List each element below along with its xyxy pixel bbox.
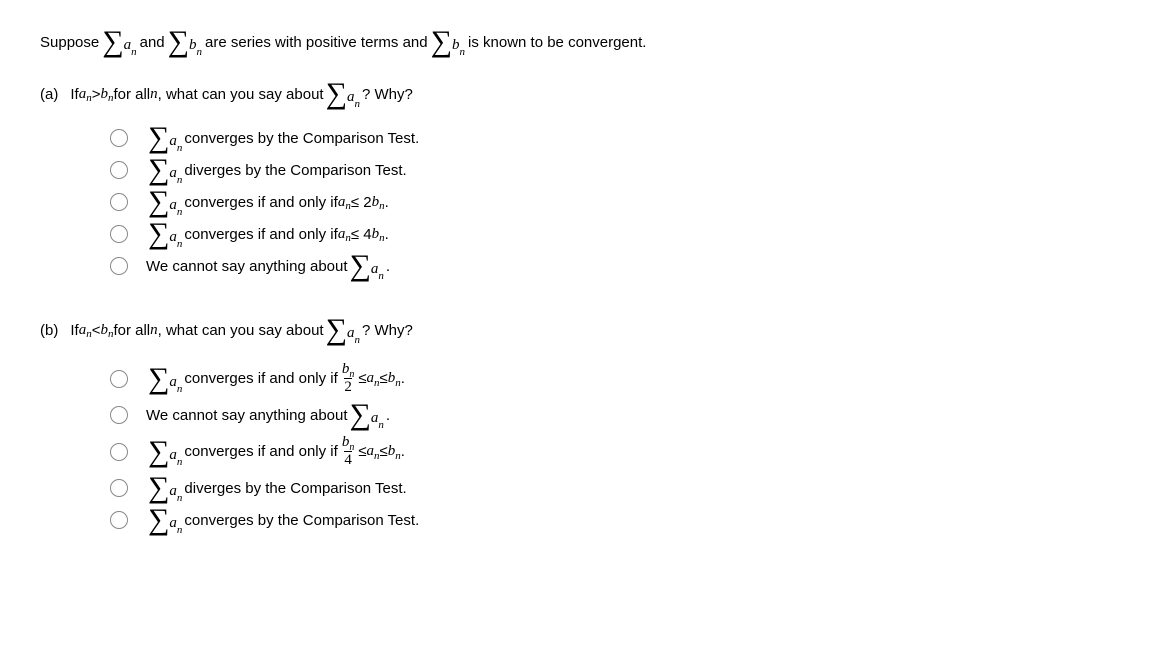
intro-line: Suppose ∑ an and ∑ bn are series with po… [40,30,1130,54]
part-b-option-4[interactable]: ∑an diverges by the Comparison Test. [110,476,1130,500]
sigma-an-q: ∑ an [326,82,360,106]
intro-end: is known to be convergent. [468,34,646,51]
radio-icon [110,161,128,179]
part-b-question: (b) If an < bn for all n , what can you … [40,318,1130,342]
option-text: We cannot say anything about [146,258,348,275]
fraction: bn 4 [342,435,355,468]
radio-icon [110,193,128,211]
radio-icon [110,370,128,388]
radio-icon [110,129,128,147]
option-text: diverges by the Comparison Test. [184,480,406,497]
intro-mid: and [140,34,165,51]
radio-icon [110,443,128,461]
radio-icon [110,225,128,243]
sigma-bn-1: ∑ bn [168,30,202,54]
part-a-option-1[interactable]: ∑an converges by the Comparison Test. [110,126,1130,150]
option-text: diverges by the Comparison Test. [184,162,406,179]
part-a-option-3[interactable]: ∑an converges if and only if an ≤ 2bn . [110,190,1130,214]
intro-post: are series with positive terms and [205,34,428,51]
part-b-label: (b) [40,322,58,339]
option-text: converges by the Comparison Test. [184,512,419,529]
sigma-bn-2: ∑ bn [431,30,465,54]
part-a-option-4[interactable]: ∑an converges if and only if an ≤ 4bn . [110,222,1130,246]
part-b-option-1[interactable]: ∑an converges if and only if bn 2 ≤ an ≤… [110,362,1130,395]
option-text: We cannot say anything about [146,407,348,424]
option-text: converges by the Comparison Test. [184,130,419,147]
part-a-question: (a) If an > bn for all n , what can you … [40,82,1130,106]
radio-icon [110,479,128,497]
part-b-option-3[interactable]: ∑an converges if and only if bn 4 ≤ an ≤… [110,435,1130,468]
radio-icon [110,257,128,275]
part-a-label: (a) [40,86,58,103]
part-b-option-5[interactable]: ∑an converges by the Comparison Test. [110,508,1130,532]
part-b-option-2[interactable]: We cannot say anything about ∑an . [110,403,1130,427]
radio-icon [110,406,128,424]
intro-pre: Suppose [40,34,99,51]
part-a-option-5[interactable]: We cannot say anything about ∑an . [110,254,1130,278]
radio-icon [110,511,128,529]
part-a-option-2[interactable]: ∑an diverges by the Comparison Test. [110,158,1130,182]
fraction: bn 2 [342,362,355,395]
sigma-an-1: ∑ an [102,30,136,54]
